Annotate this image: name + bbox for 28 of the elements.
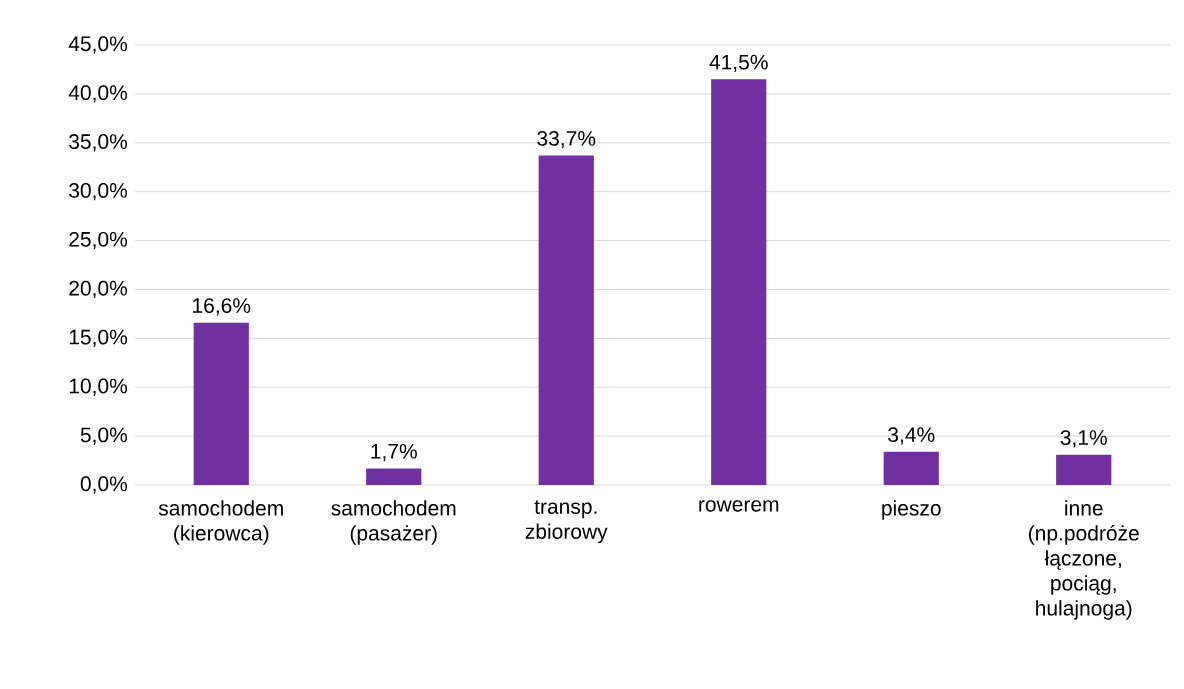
data-label: 16,6% (193, 298, 251, 316)
y-tick-label: 35,0% (69, 134, 128, 152)
x-tick-label: samochodem (kierowca) (158, 500, 283, 545)
y-tick-label: 40,0% (68, 85, 128, 103)
y-tick-label: 5,0% (80, 427, 128, 445)
data-label: 3,4% (888, 427, 935, 445)
bar (366, 468, 422, 485)
bar (711, 79, 767, 485)
bar (538, 155, 594, 485)
y-tick-label: 25,0% (69, 231, 128, 250)
y-tick-label: 30,0% (69, 183, 128, 201)
x-tick-label: transp. zbiorowy (525, 500, 608, 544)
data-label: 1,7% (371, 443, 417, 462)
bar (883, 451, 939, 485)
y-tick-label: 10,0% (69, 378, 128, 396)
x-tick-label: inne (np.podróże łączone, pociąg, hulajnoga) (1028, 500, 1139, 620)
y-tick-label: 20,0% (69, 280, 128, 299)
bar (193, 322, 249, 485)
x-tick-label: rowerem (699, 500, 779, 512)
y-tick-label: 45,0% (68, 36, 128, 54)
data-label: 41,5% (709, 54, 768, 73)
y-tick-label: 0,0% (80, 476, 128, 494)
data-label: 33,7% (537, 130, 596, 149)
x-tick-label: samochodem (pasażer) (331, 500, 456, 545)
data-label: 3,1% (1060, 430, 1107, 448)
bar (1056, 454, 1112, 485)
x-tick-label: pieszo (882, 500, 941, 520)
y-tick-label: 15,0% (69, 329, 128, 348)
